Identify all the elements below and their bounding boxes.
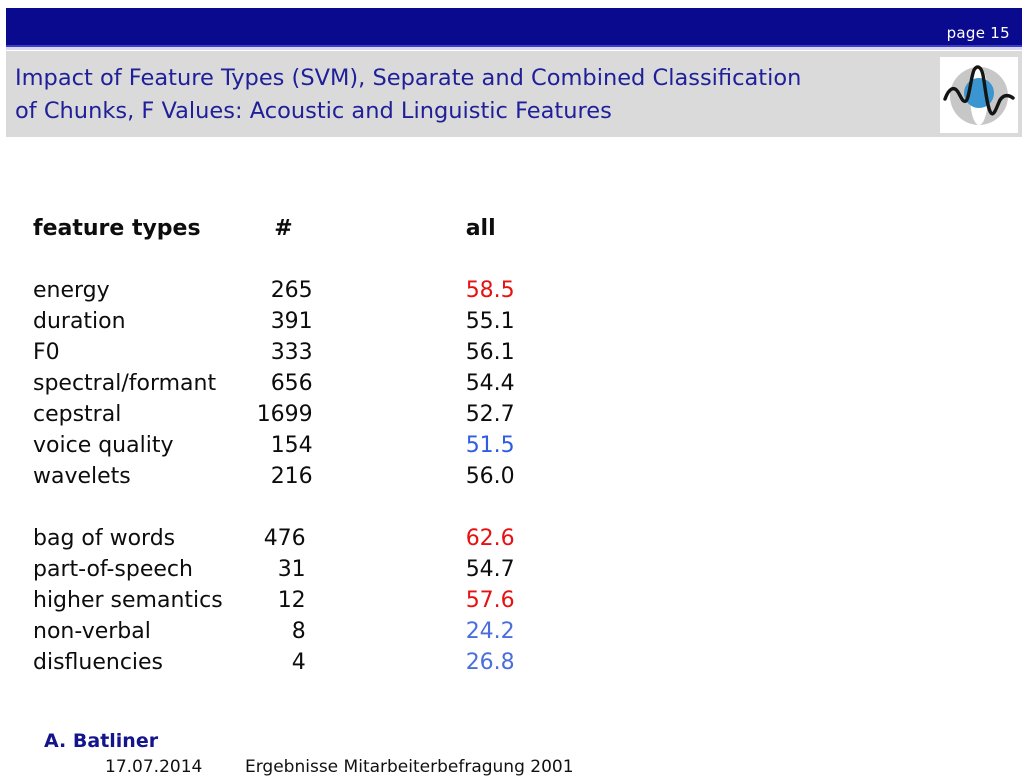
feature-type-cell: voice quality <box>33 433 174 458</box>
f-value-cell: 24.2 <box>465 619 515 644</box>
count-cell: 391 <box>270 309 313 334</box>
count-cell: 1699 <box>256 402 313 427</box>
f-value-cell: 58.5 <box>465 278 515 303</box>
feature-type-cell: disfluencies <box>33 650 164 675</box>
slide-title: Impact of Feature Types (SVM), Separate … <box>15 62 801 128</box>
count-cell: 4 <box>291 650 306 675</box>
title-band: Impact of Feature Types (SVM), Separate … <box>6 51 1022 137</box>
column-header-count: # <box>274 216 293 241</box>
footer-author: A. Batliner <box>44 730 159 752</box>
table-row: energy 265 58.5 <box>33 275 515 306</box>
linguistic-rows: bag of words 476 62.6 part-of-speech 31 … <box>33 523 515 678</box>
table-row: bag of words 476 62.6 <box>33 523 515 554</box>
f-value-cell: 54.4 <box>465 371 515 396</box>
footer-date: 17.07.2014 <box>105 757 203 777</box>
footer-line: 17.07.2014 Ergebnisse Mitarbeiterbefragu… <box>0 757 1024 777</box>
f-value-cell: 26.8 <box>465 650 515 675</box>
f-value-cell: 55.1 <box>465 309 515 334</box>
feature-type-cell: F0 <box>33 340 60 365</box>
count-cell: 265 <box>270 278 313 303</box>
table-row: wavelets 216 56.0 <box>33 461 515 492</box>
spacer-row <box>33 492 515 523</box>
table-header-row: feature types # all <box>33 213 515 244</box>
feature-type-cell: energy <box>33 278 110 303</box>
f-value-cell: 51.5 <box>465 433 515 458</box>
table-row: voice quality 154 51.5 <box>33 430 515 461</box>
feature-type-cell: higher semantics <box>33 588 223 613</box>
table-row: higher semantics 12 57.6 <box>33 585 515 616</box>
feature-type-cell: spectral/formant <box>33 371 217 396</box>
count-cell: 8 <box>291 619 306 644</box>
count-cell: 656 <box>270 371 313 396</box>
page-number: page 15 <box>946 24 1010 42</box>
f-value-cell: 52.7 <box>465 402 515 427</box>
top-navy-bar: page 15 <box>6 8 1022 47</box>
feature-type-cell: part-of-speech <box>33 557 193 582</box>
feature-type-cell: non-verbal <box>33 619 151 644</box>
feature-type-cell: wavelets <box>33 464 131 489</box>
count-cell: 333 <box>270 340 313 365</box>
footer-reference: Ergebnisse Mitarbeiterbefragung 2001 <box>245 757 574 777</box>
feature-type-cell: cepstral <box>33 402 122 427</box>
table-row: cepstral 1699 52.7 <box>33 399 515 430</box>
feature-type-cell: bag of words <box>33 526 176 551</box>
waveform-logo-svg <box>943 65 1015 125</box>
f-value-cell: 56.0 <box>465 464 515 489</box>
f-value-cell: 62.6 <box>465 526 515 551</box>
table-row: disfluencies 4 26.8 <box>33 647 515 678</box>
spacer-row <box>33 244 515 275</box>
table-row: spectral/formant 656 54.4 <box>33 368 515 399</box>
table-row: F0 333 56.1 <box>33 337 515 368</box>
column-header-feature-types: feature types <box>33 216 201 241</box>
slide-title-line2: of Chunks, F Values: Acoustic and Lingui… <box>15 98 612 124</box>
feature-type-cell: duration <box>33 309 126 334</box>
table-row: non-verbal 8 24.2 <box>33 616 515 647</box>
count-cell: 31 <box>277 557 306 582</box>
slide-title-line1: Impact of Feature Types (SVM), Separate … <box>15 65 802 91</box>
feature-table: feature types # all energy 265 58.5 dura… <box>33 213 515 678</box>
header-accent-line <box>6 47 1022 50</box>
f-value-cell: 56.1 <box>465 340 515 365</box>
acoustic-rows: energy 265 58.5 duration 391 55.1 F0 333… <box>33 275 515 492</box>
column-header-all: all <box>465 216 496 241</box>
waveform-logo-icon <box>940 57 1018 133</box>
count-cell: 476 <box>263 526 306 551</box>
f-value-cell: 57.6 <box>465 588 515 613</box>
count-cell: 216 <box>270 464 313 489</box>
count-cell: 12 <box>277 588 306 613</box>
count-cell: 154 <box>270 433 313 458</box>
table-row: duration 391 55.1 <box>33 306 515 337</box>
table-row: part-of-speech 31 54.7 <box>33 554 515 585</box>
f-value-cell: 54.7 <box>465 557 515 582</box>
